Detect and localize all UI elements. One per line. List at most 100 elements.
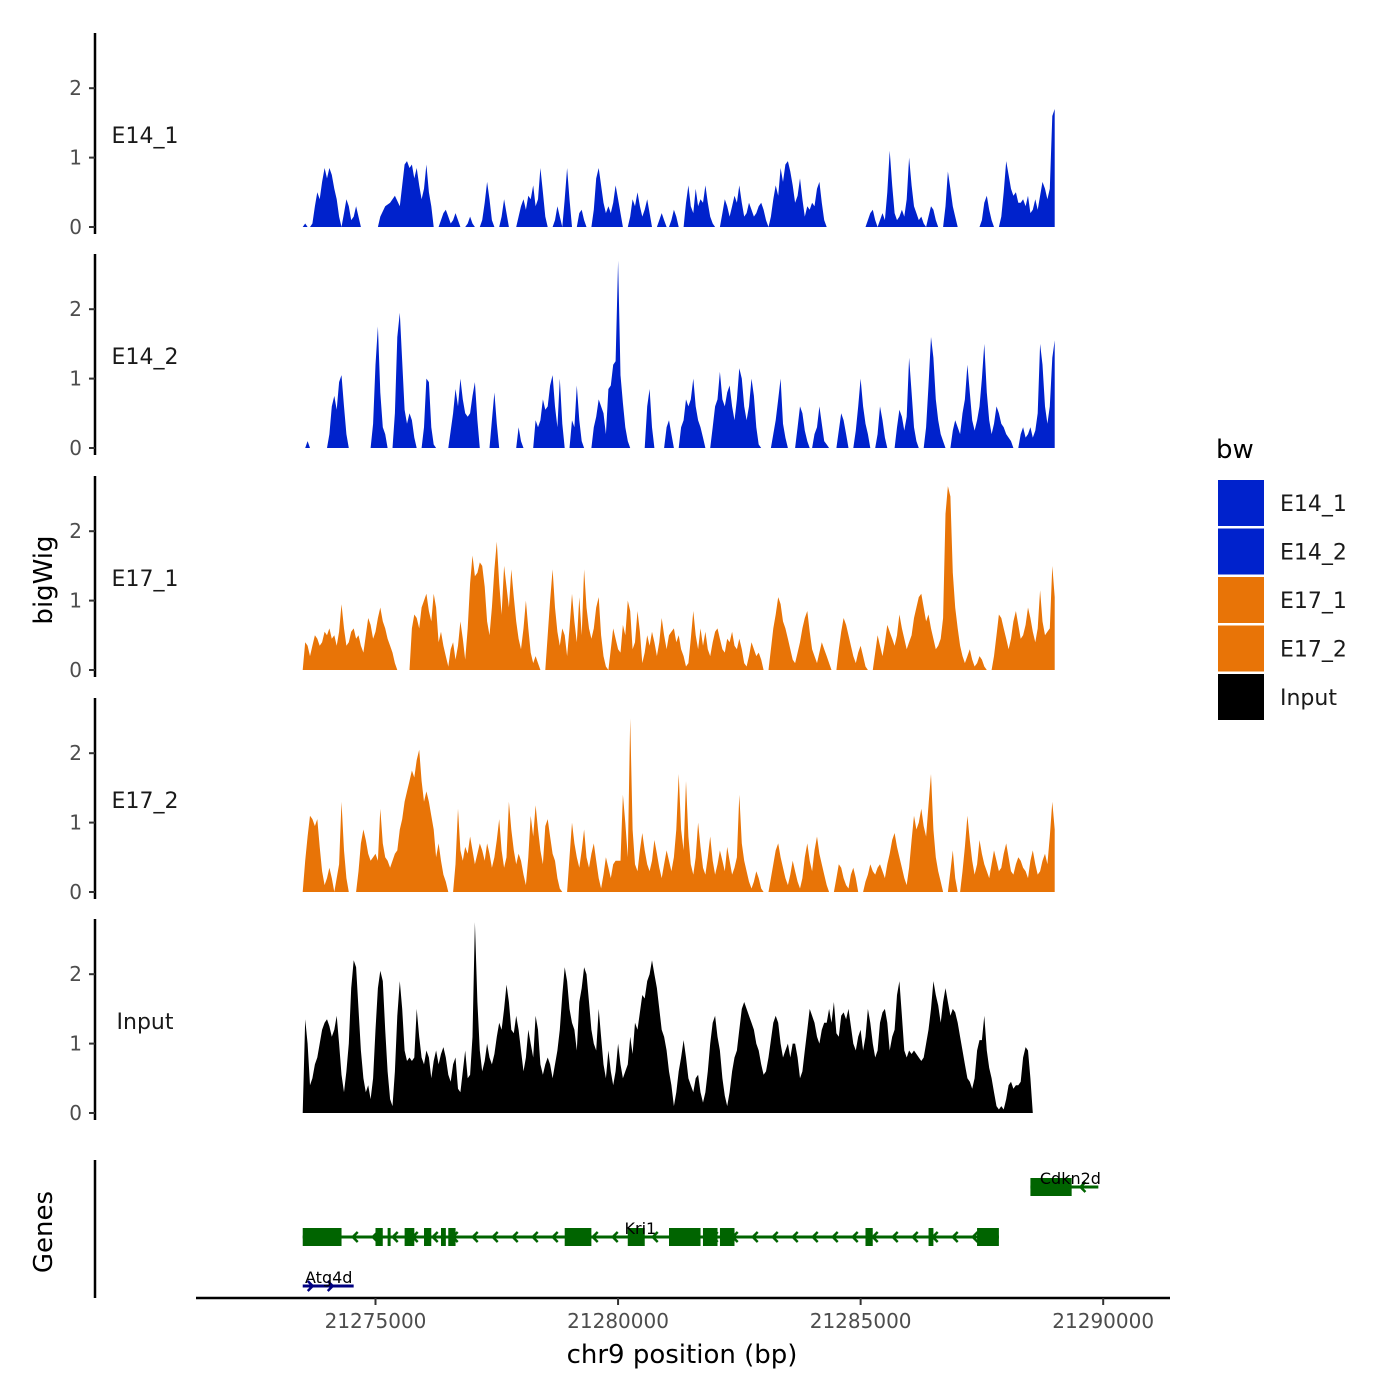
legend-swatch [1218, 577, 1264, 623]
legend: bw E14_1 E14_2 E17_1 E17_2 Input [1216, 435, 1347, 720]
exon [719, 1228, 735, 1246]
strand-arrow [970, 1231, 979, 1243]
strand-arrow [790, 1231, 799, 1243]
strand-arrow [1078, 1181, 1087, 1193]
track-E14_2: 0 1 2 E14_2 [69, 254, 1055, 460]
y-tick-label: 0 [69, 880, 82, 904]
exon [448, 1228, 456, 1246]
legend-label: E17_2 [1280, 638, 1347, 663]
legend-entry-E17_1: E17_1 [1218, 577, 1347, 623]
track-E14_1: 0 1 2 E14_1 [69, 33, 1055, 239]
y-tick-label: 2 [69, 741, 82, 765]
genes-panel: Atg4d Kri1 Cdkn2d [93, 1160, 1101, 1298]
y-tick-label: 2 [69, 962, 82, 986]
strand-arrow [430, 1231, 439, 1243]
track-E17_1: 0 1 2 E17_1 [69, 476, 1055, 682]
strand-arrow [910, 1231, 919, 1243]
gene-Cdkn2d: Cdkn2d [1030, 1169, 1101, 1196]
legend-entry-E14_1: E14_1 [1218, 480, 1347, 526]
signal-area-E17_1 [302, 486, 1055, 670]
gene-Kri1: Kri1 [302, 1219, 999, 1246]
y-tick-label: 0 [69, 215, 82, 239]
x-axis: 21275000 21280000 21285000 21290000 [196, 1296, 1170, 1333]
strand-arrow [390, 1231, 399, 1243]
legend-label: E14_2 [1280, 541, 1347, 566]
strand-arrow [850, 1231, 859, 1243]
y-tick-label: 0 [69, 436, 82, 460]
legend-label: E14_1 [1280, 492, 1347, 517]
y-tick-label: 2 [69, 297, 82, 321]
strand-arrow [890, 1231, 899, 1243]
strand-arrow [950, 1231, 959, 1243]
x-tick-label: 21280000 [567, 1309, 669, 1333]
track-label-E14_1: E14_1 [112, 124, 179, 149]
track-label-E17_2: E17_2 [112, 789, 179, 814]
exon [627, 1228, 645, 1246]
y-tick-label: 2 [69, 519, 82, 543]
track-label-E14_2: E14_2 [112, 345, 179, 370]
gene-label-Kri1: Kri1 [625, 1219, 657, 1238]
gene-label-Cdkn2d: Cdkn2d [1040, 1169, 1101, 1188]
strand-arrow [306, 1280, 315, 1292]
exon [404, 1228, 415, 1246]
strand-arrow [650, 1231, 659, 1243]
exon [302, 1228, 342, 1246]
y-tick-label: 0 [69, 1101, 82, 1125]
track-label-E17_1: E17_1 [112, 567, 179, 592]
y-tick-label: 1 [69, 367, 82, 391]
strand-arrow [750, 1231, 759, 1243]
exon [424, 1228, 432, 1246]
x-axis-title: chr9 position (bp) [567, 1340, 798, 1370]
strand-arrow [550, 1231, 559, 1243]
legend-entry-E17_2: E17_2 [1218, 625, 1347, 672]
y-tick-label: 1 [69, 146, 82, 170]
y-tick-label: 2 [69, 76, 82, 100]
genes-axis-title: Genes [29, 1191, 59, 1273]
x-tick-label: 21275000 [325, 1309, 427, 1333]
strand-arrow [810, 1231, 819, 1243]
signal-area-E17_2 [302, 718, 1055, 892]
exon [669, 1228, 701, 1246]
gene-label-Atg4d: Atg4d [305, 1268, 352, 1287]
strand-arrow [770, 1231, 779, 1243]
strand-arrow [830, 1231, 839, 1243]
legend-swatch [1218, 674, 1264, 720]
x-tick-label: 21290000 [1052, 1309, 1154, 1333]
track-Input: 0 1 2 Input [69, 919, 1055, 1125]
legend-swatch [1218, 480, 1264, 526]
exon [865, 1228, 873, 1246]
y-tick-label: 1 [69, 1032, 82, 1056]
y-axis-title: bigWig [29, 535, 59, 624]
gene-Atg4d: Atg4d [302, 1268, 354, 1292]
strand-arrow [610, 1231, 619, 1243]
exon [375, 1228, 383, 1246]
exon [977, 1228, 999, 1246]
y-tick-label: 0 [69, 658, 82, 682]
exon [702, 1228, 718, 1246]
exon [440, 1228, 446, 1246]
track-label-Input: Input [117, 1010, 174, 1035]
y-tick-label: 1 [69, 589, 82, 613]
exon [564, 1228, 592, 1246]
legend-label: E17_1 [1280, 589, 1347, 614]
exon [387, 1228, 391, 1246]
strand-arrow [350, 1231, 359, 1243]
legend-swatch [1218, 625, 1264, 672]
strand-arrow [590, 1231, 599, 1243]
legend-entry-Input: Input [1218, 674, 1337, 720]
track-E17_2: 0 1 2 E17_2 [69, 698, 1055, 904]
exon [1030, 1178, 1072, 1196]
strand-arrow [326, 1280, 335, 1292]
signal-area-E14_1 [302, 109, 1055, 227]
strand-arrow [470, 1231, 479, 1243]
exon [928, 1228, 934, 1246]
x-tick-label: 21285000 [810, 1309, 912, 1333]
signal-area-E14_2 [305, 260, 1055, 448]
legend-entry-E14_2: E14_2 [1218, 528, 1347, 575]
strand-arrow [530, 1231, 539, 1243]
strand-arrow [510, 1231, 519, 1243]
legend-swatch [1218, 528, 1264, 575]
signal-area-Input [302, 922, 1055, 1113]
bigwig-tracks: 0 1 2 E14_1 0 1 2 E14_2 0 1 2 E17_1 0 1 2 E17_2 0 1 2 Input [69, 33, 1055, 1125]
